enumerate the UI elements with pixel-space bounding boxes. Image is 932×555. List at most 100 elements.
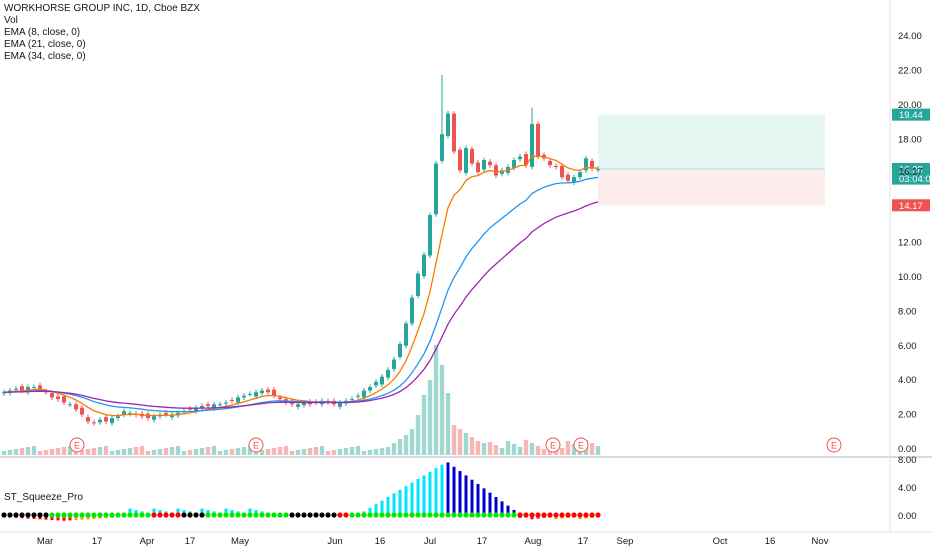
earnings-marker[interactable] bbox=[573, 437, 589, 453]
candle-body[interactable] bbox=[218, 404, 222, 406]
earnings-marker[interactable] bbox=[545, 437, 561, 453]
candle-body[interactable] bbox=[254, 392, 258, 397]
candle-body[interactable] bbox=[104, 417, 108, 422]
candle-body[interactable] bbox=[476, 162, 480, 173]
candle-body[interactable] bbox=[110, 418, 114, 424]
candle-body[interactable] bbox=[38, 385, 42, 389]
earnings-marker[interactable] bbox=[826, 437, 842, 453]
candle-body[interactable] bbox=[236, 397, 240, 403]
ema34-line[interactable] bbox=[3, 201, 599, 409]
candle-body[interactable] bbox=[500, 170, 504, 174]
candle-body[interactable] bbox=[122, 411, 126, 415]
price-badge[interactable] bbox=[892, 199, 930, 212]
candle-body[interactable] bbox=[488, 161, 492, 166]
candle-body[interactable] bbox=[302, 402, 306, 406]
candle-body[interactable] bbox=[278, 397, 282, 400]
candle-body[interactable] bbox=[350, 399, 354, 401]
candle-body[interactable] bbox=[482, 160, 486, 170]
candle-body[interactable] bbox=[356, 395, 360, 397]
candle-body[interactable] bbox=[14, 388, 18, 390]
candle-body[interactable] bbox=[548, 160, 552, 166]
candle-body[interactable] bbox=[416, 273, 420, 296]
candle-body[interactable] bbox=[80, 407, 84, 415]
candle-body[interactable] bbox=[590, 160, 594, 169]
symbol-title[interactable]: WORKHORSE GROUP INC, 1D, Cboe BZX bbox=[4, 3, 200, 14]
ema8-line[interactable] bbox=[3, 155, 599, 417]
price-badge[interactable] bbox=[892, 162, 930, 175]
candle-body[interactable] bbox=[296, 404, 300, 407]
candle-body[interactable] bbox=[536, 123, 540, 157]
earnings-marker[interactable] bbox=[248, 437, 264, 453]
price-badge[interactable] bbox=[892, 172, 930, 185]
candle-body[interactable] bbox=[584, 158, 588, 171]
candle-body[interactable] bbox=[224, 402, 228, 404]
candle-body[interactable] bbox=[464, 148, 468, 173]
candle-body[interactable] bbox=[404, 323, 408, 346]
candle-body[interactable] bbox=[62, 396, 66, 403]
candle-body[interactable] bbox=[230, 399, 234, 401]
earnings-marker[interactable] bbox=[69, 437, 85, 453]
candle-body[interactable] bbox=[188, 408, 192, 410]
ema34-legend[interactable]: EMA (34, close, 0) bbox=[4, 51, 86, 62]
candle-body[interactable] bbox=[434, 163, 438, 215]
candle-body[interactable] bbox=[248, 393, 252, 395]
candle-body[interactable] bbox=[338, 402, 342, 407]
candle-body[interactable] bbox=[398, 344, 402, 357]
candle-body[interactable] bbox=[470, 148, 474, 164]
candle-body[interactable] bbox=[560, 166, 564, 178]
candle-body[interactable] bbox=[86, 417, 90, 422]
candle-body[interactable] bbox=[458, 149, 462, 171]
candle-body[interactable] bbox=[530, 123, 534, 167]
candle-body[interactable] bbox=[260, 390, 264, 394]
candle-body[interactable] bbox=[368, 387, 372, 391]
candle-body[interactable] bbox=[494, 165, 498, 176]
price-badge[interactable] bbox=[892, 108, 930, 121]
candle-body[interactable] bbox=[374, 381, 378, 386]
candle-body[interactable] bbox=[578, 172, 582, 178]
candle-body[interactable] bbox=[20, 386, 24, 391]
candle-body[interactable] bbox=[554, 166, 558, 168]
candle-body[interactable] bbox=[572, 177, 576, 183]
candle-body[interactable] bbox=[128, 412, 132, 414]
candle-body[interactable] bbox=[116, 416, 120, 419]
candle-body[interactable] bbox=[386, 369, 390, 378]
candle-body[interactable] bbox=[362, 390, 366, 398]
candle-body[interactable] bbox=[170, 414, 174, 418]
candle-body[interactable] bbox=[266, 389, 270, 393]
ema8-legend[interactable]: EMA (8, close, 0) bbox=[4, 27, 81, 38]
candle-body[interactable] bbox=[512, 160, 516, 168]
candle-body[interactable] bbox=[98, 419, 102, 423]
candle-body[interactable] bbox=[164, 412, 168, 415]
candle-body[interactable] bbox=[524, 154, 528, 166]
candle-body[interactable] bbox=[152, 416, 156, 420]
candle-body[interactable] bbox=[242, 395, 246, 398]
candle-body[interactable] bbox=[596, 168, 600, 170]
candle-body[interactable] bbox=[74, 404, 78, 410]
indicator-title[interactable]: ST_Squeeze_Pro bbox=[4, 492, 83, 503]
candle-body[interactable] bbox=[566, 174, 570, 181]
ema21-legend[interactable]: EMA (21, close, 0) bbox=[4, 39, 86, 50]
candle-body[interactable] bbox=[428, 215, 432, 256]
candle-body[interactable] bbox=[272, 389, 276, 396]
candle-body[interactable] bbox=[56, 396, 60, 400]
candle-body[interactable] bbox=[68, 404, 72, 406]
candle-body[interactable] bbox=[422, 254, 426, 277]
candle-body[interactable] bbox=[518, 156, 522, 160]
candle-body[interactable] bbox=[206, 404, 210, 406]
candle-body[interactable] bbox=[194, 407, 198, 412]
target-zone[interactable] bbox=[598, 114, 825, 169]
candle-body[interactable] bbox=[32, 387, 36, 389]
stop-zone[interactable] bbox=[598, 168, 825, 206]
candle-body[interactable] bbox=[452, 113, 456, 152]
candle-body[interactable] bbox=[212, 404, 216, 409]
candle-body[interactable] bbox=[380, 376, 384, 385]
candle-body[interactable] bbox=[200, 406, 204, 408]
candle-body[interactable] bbox=[446, 113, 450, 136]
volume-legend[interactable]: Vol bbox=[4, 15, 18, 26]
ema21-line[interactable] bbox=[3, 176, 599, 413]
candle-body[interactable] bbox=[92, 422, 96, 424]
candle-body[interactable] bbox=[2, 392, 6, 394]
candle-body[interactable] bbox=[50, 393, 54, 398]
